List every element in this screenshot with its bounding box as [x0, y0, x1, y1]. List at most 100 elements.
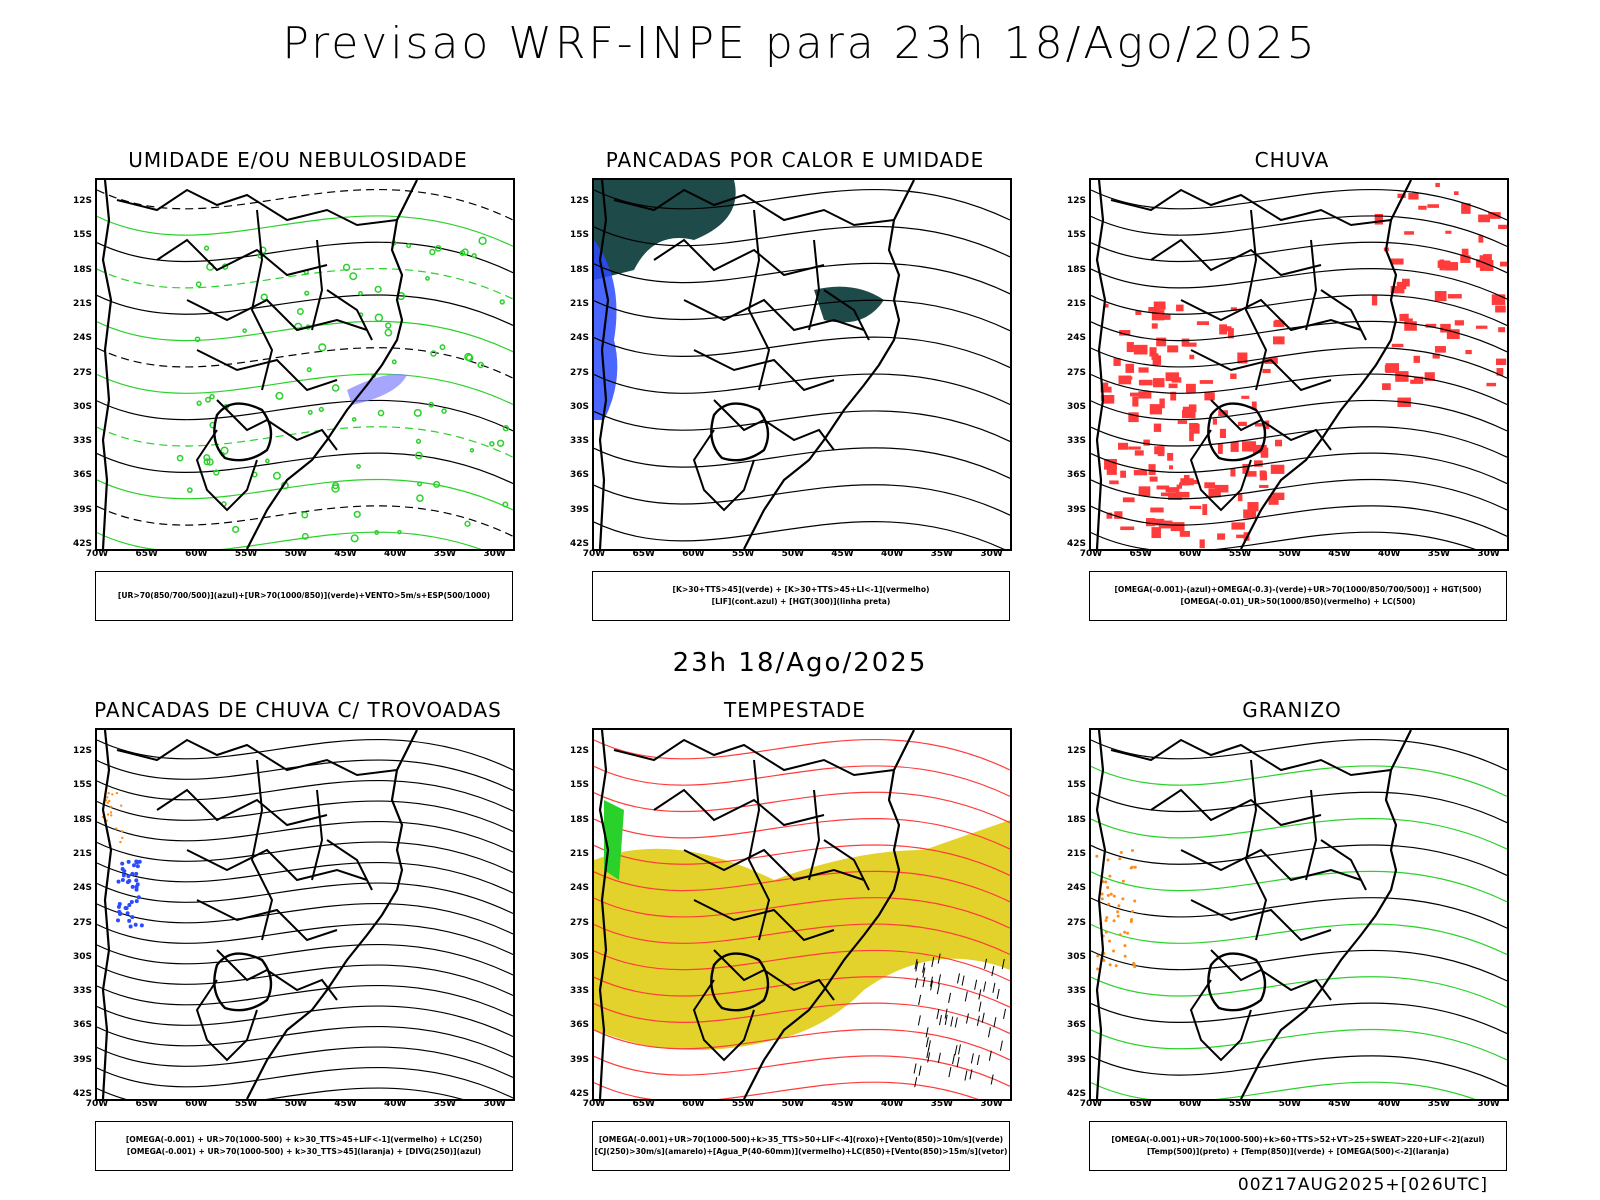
moisture-contour — [203, 458, 211, 466]
omega-dot — [1108, 874, 1112, 878]
latitude-tick-label: 36S — [72, 470, 92, 481]
run-timestamp: 00Z17AUG2025+[026UTC] — [1237, 1175, 1488, 1195]
longitude-tick-label: 60W — [1179, 1099, 1202, 1109]
legend-line: [OMEGA(-0.001)+UR>70(1000-500)+k>60+TTS>… — [1111, 1135, 1485, 1144]
country-border — [683, 298, 865, 332]
omega-dot — [1112, 919, 1116, 923]
divergence-dot — [134, 887, 139, 892]
latitude-tick-label: 21S — [1066, 848, 1086, 859]
contour-line — [1091, 1055, 1507, 1087]
contour-line — [1091, 452, 1507, 485]
moisture-contour — [351, 417, 357, 422]
longitude-tick-label: 50W — [284, 549, 308, 559]
rain-cell — [1199, 380, 1214, 384]
divergence-dot — [126, 859, 131, 864]
rain-cell — [1189, 505, 1202, 510]
wind-vector — [956, 973, 960, 984]
country-border — [311, 789, 324, 881]
rain-cell — [1179, 531, 1190, 537]
wind-vector — [956, 1057, 960, 1068]
map-plot — [95, 728, 515, 1101]
rain-cell — [1435, 182, 1440, 188]
rain-cell — [1245, 471, 1257, 477]
rain-cell — [1186, 383, 1196, 394]
moisture-contour — [374, 530, 380, 535]
country-border — [311, 239, 324, 331]
latitude-tick-label: 27S — [1066, 917, 1086, 928]
country-border — [1190, 349, 1332, 392]
moisture-contour — [499, 299, 505, 305]
wind-vector — [976, 1015, 980, 1026]
contour-line — [594, 791, 1010, 824]
moisture-contour — [413, 408, 422, 417]
rain-cell — [1138, 367, 1149, 373]
country-border — [713, 399, 835, 451]
omega-dot — [1123, 954, 1127, 958]
contour-line — [594, 1055, 1010, 1087]
panel-title: PANCADAS DE CHUVA C/ TROVOADAS — [94, 698, 502, 722]
moisture-contour — [349, 272, 358, 281]
rain-cell — [1444, 262, 1459, 271]
contour-line — [97, 373, 513, 406]
storm-dot — [106, 796, 109, 799]
wind-vector — [918, 1065, 922, 1076]
omega-dot — [1112, 894, 1116, 898]
latitude-tick-label: 12S — [72, 196, 92, 206]
omega-dot — [1104, 918, 1108, 922]
contour-line — [594, 1002, 1010, 1035]
latitude-tick-label: 39S — [569, 1054, 589, 1065]
latitude-tick-label: 33S — [72, 436, 92, 447]
wind-vector — [978, 989, 982, 1000]
rain-cell — [1237, 494, 1243, 502]
legend-box: [K>30+TTS>45](verde) + [K>30+TTS>45+LI<-… — [592, 571, 1010, 621]
divergence-dot — [134, 859, 139, 864]
rain-cell — [1272, 492, 1285, 500]
moisture-contour — [232, 525, 240, 534]
rain-cell — [1395, 371, 1409, 382]
moisture-contour — [478, 236, 487, 245]
rain-cell — [1101, 382, 1109, 391]
moisture-contour — [397, 529, 402, 535]
rain-cell — [1151, 323, 1158, 329]
country-border — [653, 788, 825, 827]
rain-cell — [1219, 324, 1228, 335]
legend-line: [OMEGA(-0.001) + UR>70(1000-500) + k>30_… — [126, 1147, 482, 1156]
moisture-contour — [415, 438, 422, 444]
latitude-tick-label: 15S — [1066, 230, 1086, 241]
country-border — [1210, 949, 1332, 1001]
rain-cell — [1496, 358, 1507, 365]
contour-line — [594, 818, 1010, 850]
wind-vector — [922, 976, 926, 988]
country-border — [116, 188, 398, 227]
moisture-contour — [374, 313, 384, 322]
rain-cell — [1498, 224, 1507, 230]
wind-vector — [984, 958, 988, 969]
rain-cell — [1143, 439, 1150, 446]
rain-cell — [1230, 373, 1237, 379]
rain-cell — [1404, 318, 1413, 325]
panel-title: CHUVA — [1254, 148, 1330, 172]
wind-vector — [981, 1012, 985, 1023]
divergence-dot — [139, 923, 144, 928]
coastline — [101, 730, 418, 1099]
omega-dot — [1133, 865, 1137, 869]
moisture-contour — [391, 359, 397, 365]
rain-cell — [1439, 259, 1445, 271]
rain-cell — [1103, 303, 1109, 308]
rain-cell — [1274, 319, 1284, 326]
storm-dot — [120, 830, 124, 833]
divergence-dot — [127, 918, 132, 923]
longitude-tick-label: 55W — [234, 1099, 258, 1109]
contour-line — [1091, 923, 1507, 956]
wind-vector — [927, 1052, 931, 1063]
longitude-tick-label: 30W — [980, 549, 1003, 559]
storm-dot — [106, 813, 110, 816]
divergence-dot — [127, 903, 132, 908]
longitude-tick-label: 70W — [1079, 549, 1103, 559]
moisture-contour — [213, 469, 220, 476]
omega-dot — [1109, 892, 1113, 896]
wind-vector — [990, 1074, 994, 1085]
rain-cell — [1262, 368, 1271, 374]
rain-cell — [1118, 375, 1132, 385]
rain-cell — [1109, 480, 1119, 485]
